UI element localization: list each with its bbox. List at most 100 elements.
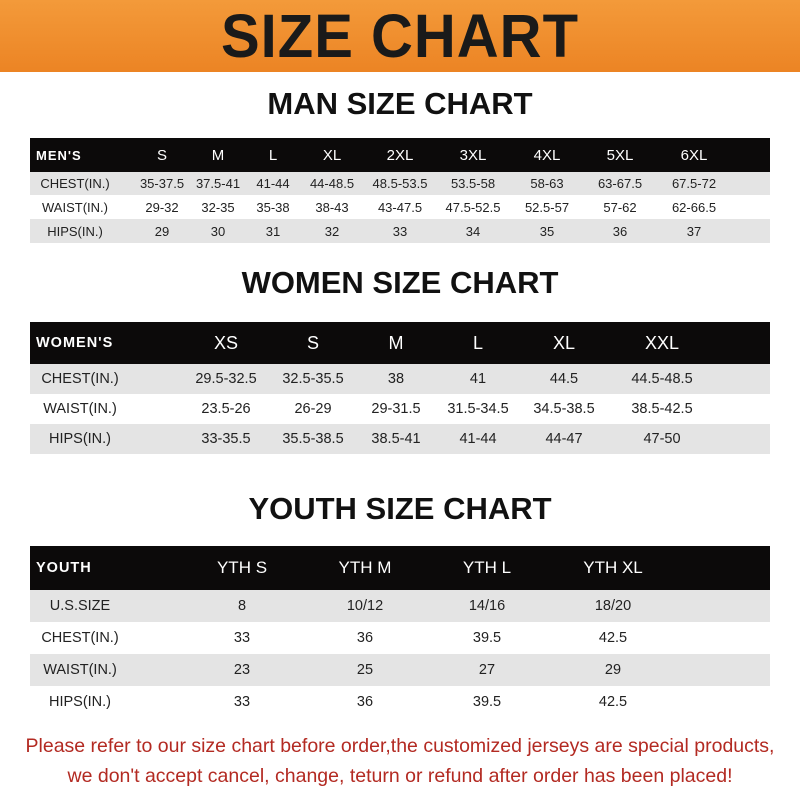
table-cell: 37: [686, 223, 702, 239]
table-row: CHEST(IN.) 29.5-32.5 32.5-35.5 38 41 44.5 44.5…: [30, 364, 770, 394]
size-header-cell: 4XL: [533, 146, 561, 164]
row-label: WAIST(IN.): [43, 662, 117, 678]
table-cell: 39.5: [472, 694, 502, 710]
table-cell: 30: [210, 223, 226, 239]
row-label: HIPS(IN.): [47, 223, 103, 239]
table-cell: 8: [237, 598, 247, 614]
men-title: MAN SIZE CHART: [267, 86, 533, 121]
row-label: WOMEN'S: [36, 335, 114, 351]
table-cell: 31.5-34.5: [447, 401, 509, 417]
table-cell: 29.5-32.5: [195, 371, 257, 387]
table-cell: 42.5: [598, 630, 628, 646]
row-label: HIPS(IN.): [48, 431, 112, 447]
table-cell: 38-43: [315, 199, 349, 215]
table-cell: 35-37.5: [139, 176, 185, 191]
size-header-cell: M: [211, 146, 225, 164]
table-row: HIPS(IN.) 29 30 31 32 33 34 35 36 37: [30, 219, 770, 243]
size-header-cell: 3XL: [459, 146, 487, 164]
row-label: YOUTH: [36, 560, 92, 576]
size-header-cell: 5XL: [606, 146, 634, 164]
table-cell: 23: [233, 662, 251, 678]
table-cell: 44.5-48.5: [631, 371, 693, 387]
table-cell: 43-47.5: [377, 199, 423, 215]
size-header-cell: YTH M: [338, 558, 392, 577]
size-header-cell: XL: [552, 332, 576, 353]
youth-title: YOUTH SIZE CHART: [248, 491, 552, 526]
table-cell: 47.5-52.5: [445, 199, 501, 215]
table-cell: 41-44: [256, 176, 290, 191]
table-cell: 58-63: [530, 176, 564, 191]
notice-line-1: Please refer to our size chart before or…: [25, 735, 775, 757]
table-cell: 33-35.5: [201, 431, 251, 447]
header-row: WOMEN'S XS S M L XL XXL: [30, 322, 770, 364]
table-cell: 29: [154, 223, 170, 239]
table-cell: 42.5: [598, 694, 628, 710]
table-cell: 35.5-38.5: [282, 431, 344, 447]
table-cell: 44-47: [545, 431, 583, 447]
size-header-cell: XXL: [644, 332, 680, 353]
table-cell: 63-67.5: [597, 176, 643, 191]
table-cell: 29-31.5: [371, 401, 421, 417]
table-cell: 36: [356, 630, 374, 646]
women-title: WOMEN SIZE CHART: [241, 265, 559, 300]
row-label: U.S.SIZE: [49, 598, 111, 614]
table-cell: 57-62: [603, 199, 637, 215]
table-cell: 41: [469, 371, 487, 387]
table-cell: 14/16: [468, 598, 506, 614]
table-cell: 36: [612, 223, 628, 239]
row-label: HIPS(IN.): [48, 694, 112, 710]
table-row: WAIST(IN.) 29-32 32-35 35-38 38-43 43-47.5 47.…: [30, 195, 770, 219]
banner: SIZE CHART: [0, 0, 800, 72]
size-header-cell: XL: [322, 146, 342, 164]
size-header-cell: L: [472, 332, 484, 353]
table-cell: 47-50: [643, 431, 681, 447]
table-cell: 29: [604, 662, 622, 678]
size-header-cell: L: [268, 146, 278, 164]
table-cell: 34: [465, 223, 481, 239]
table-row: HIPS(IN.) 33 36 39.5 42.5: [30, 686, 770, 718]
table-cell: 33: [233, 630, 251, 646]
table-row: WAIST(IN.) 23.5-26 26-29 29-31.5 31.5-34.5 34…: [30, 394, 770, 424]
table-cell: 35-38: [256, 199, 290, 215]
table-cell: 10/12: [346, 598, 384, 614]
table-row: HIPS(IN.) 33-35.5 35.5-38.5 38.5-41 41-44 44-…: [30, 424, 770, 454]
size-header-cell: YTH XL: [583, 558, 643, 577]
table-cell: 44.5: [549, 371, 579, 387]
table-cell: 67.5-72: [671, 176, 717, 191]
table-cell: 44-48.5: [309, 176, 355, 191]
row-label: WAIST(IN.): [42, 199, 108, 215]
size-header-cell: YTH L: [462, 558, 512, 577]
table-cell: 23.5-26: [201, 401, 251, 417]
table-cell: 39.5: [472, 630, 502, 646]
notice-line-2: we don't accept cancel, change, teturn o…: [67, 765, 733, 787]
header-row: MEN'S S M L XL 2XL 3XL 4XL 5XL 6XL: [30, 138, 770, 172]
table-cell: 32: [324, 223, 340, 239]
table-cell: 31: [265, 223, 281, 239]
size-header-cell: 2XL: [386, 146, 414, 164]
table-cell: 41-44: [459, 431, 497, 447]
row-label: MEN'S: [36, 147, 82, 163]
table-cell: 25: [356, 662, 374, 678]
table-cell: 48.5-53.5: [372, 176, 428, 191]
size-header-cell: M: [388, 332, 404, 353]
table-cell: 33: [392, 223, 408, 239]
table-cell: 35: [539, 223, 555, 239]
table-cell: 62-66.5: [671, 199, 717, 215]
banner-title: SIZE CHART: [221, 1, 579, 71]
table-row: WAIST(IN.) 23 25 27 29: [30, 654, 770, 686]
header-row: YOUTH YTH S YTH M YTH L YTH XL: [30, 546, 770, 590]
row-label: CHEST(IN.): [41, 371, 119, 387]
size-header-cell: YTH S: [216, 558, 268, 577]
size-header-cell: XS: [213, 332, 239, 353]
row-label: WAIST(IN.): [43, 401, 117, 417]
table-cell: 53.5-58: [450, 176, 496, 191]
table-cell: 32.5-35.5: [282, 371, 344, 387]
table-cell: 38.5-42.5: [631, 401, 693, 417]
table-cell: 32-35: [201, 199, 235, 215]
table-row: CHEST(IN.) 35-37.5 37.5-41 41-44 44-48.5 48.5…: [30, 172, 770, 195]
row-label: CHEST(IN.): [40, 176, 110, 191]
table-cell: 37.5-41: [195, 176, 241, 191]
table-row: U.S.SIZE 8 10/12 14/16 18/20: [30, 590, 770, 622]
table-cell: 18/20: [594, 598, 632, 614]
